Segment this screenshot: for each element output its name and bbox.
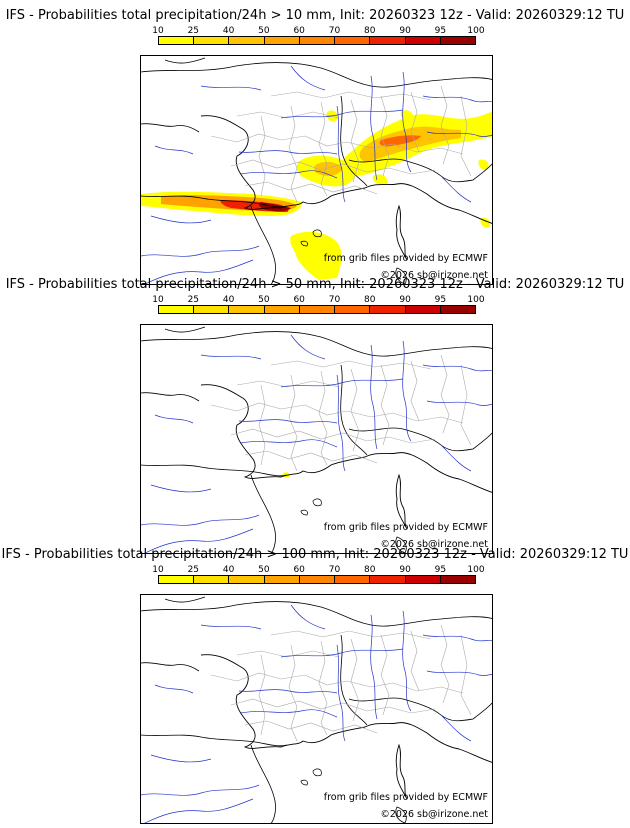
colorbar-tick: 50 [258, 26, 270, 36]
colorbar-tick: 40 [222, 565, 235, 575]
copyright-credit: ©2026 sb@irizone.net [380, 270, 488, 281]
colorbar-segment [370, 306, 406, 313]
colorbar-tick: 100 [467, 26, 485, 36]
colorbar-segment [370, 37, 406, 44]
colorbar-labels: 10 25 40 50 60 70 80 90 95 100 [152, 295, 484, 305]
colorbar-tick: 10 [152, 565, 164, 575]
source-credit: from grib files provided by ECMWF [323, 792, 488, 803]
colorbar-labels: 10 25 40 50 60 70 80 90 95 100 [152, 26, 484, 36]
colorbar-tick: 40 [222, 26, 235, 36]
colorbar-tick: 50 [258, 295, 270, 305]
basemap [141, 596, 492, 823]
colorbar [158, 305, 476, 314]
colorbar-segment [264, 576, 300, 583]
forecast-panel-50mm: IFS - Probabilities total precipitation/… [0, 277, 630, 554]
colorbar-segment [229, 576, 265, 583]
colorbar-tick: 90 [399, 26, 411, 36]
colorbar-tick: 40 [222, 295, 235, 305]
colorbar-tick: 80 [364, 565, 376, 575]
colorbar-tick: 70 [328, 565, 341, 575]
colorbar-segment [229, 306, 265, 313]
colorbar-tick: 10 [152, 26, 164, 36]
colorbar-segment [194, 37, 230, 44]
colorbar-segment [229, 37, 265, 44]
colorbar-tick: 90 [399, 295, 411, 305]
colorbar-segment [264, 37, 300, 44]
colorbar-segment [159, 306, 195, 313]
colorbar-tick: 80 [364, 26, 376, 36]
colorbar-tick: 60 [293, 26, 305, 36]
copyright-credit: ©2026 sb@irizone.net [380, 809, 488, 820]
colorbar-tick: 60 [293, 565, 305, 575]
colorbar-tick: 25 [187, 295, 200, 305]
colorbar-tick: 90 [399, 565, 411, 575]
colorbar-segment [405, 37, 441, 44]
colorbar-segment [370, 576, 406, 583]
colorbar-segment [159, 37, 195, 44]
colorbar-segment [440, 37, 475, 44]
map-frame: from grib files provided by ECMWF ©2026 … [140, 594, 493, 824]
colorbar-tick: 100 [467, 295, 485, 305]
colorbar-segment [299, 306, 336, 313]
colorbar-segment [299, 576, 336, 583]
colorbar-segment [440, 306, 475, 313]
colorbar-labels: 10 25 40 50 60 70 80 90 95 100 [152, 565, 484, 575]
panel-title: IFS - Probabilities total precipitation/… [5, 8, 625, 23]
forecast-panel-10mm: IFS - Probabilities total precipitation/… [0, 8, 630, 285]
colorbar-segment [159, 576, 195, 583]
colorbar-segment [335, 306, 371, 313]
colorbar-tick: 70 [328, 26, 341, 36]
colorbar-segment [335, 576, 371, 583]
colorbar-tick: 95 [434, 565, 447, 575]
colorbar-tick: 95 [434, 295, 447, 305]
colorbar-tick: 50 [258, 565, 270, 575]
basemap [141, 326, 492, 553]
panel-title: IFS - Probabilities total precipitation/… [1, 547, 629, 562]
colorbar-tick: 80 [364, 295, 376, 305]
colorbar-segment [299, 37, 336, 44]
colorbar-tick: 10 [152, 295, 164, 305]
copyright-credit: ©2026 sb@irizone.net [380, 539, 488, 550]
forecast-panel-100mm: IFS - Probabilities total precipitation/… [0, 547, 630, 824]
colorbar-segment [194, 306, 230, 313]
colorbar [158, 575, 476, 584]
colorbar-tick: 60 [293, 295, 305, 305]
colorbar [158, 36, 476, 45]
colorbar-segment [194, 576, 230, 583]
colorbar-tick: 70 [328, 295, 341, 305]
map-frame: from grib files provided by ECMWF ©2026 … [140, 55, 493, 285]
colorbar-tick: 100 [467, 565, 485, 575]
colorbar-segment [264, 306, 300, 313]
colorbar-tick: 25 [187, 565, 200, 575]
source-credit: from grib files provided by ECMWF [323, 253, 488, 264]
colorbar-tick: 25 [187, 26, 200, 36]
source-credit: from grib files provided by ECMWF [323, 522, 488, 533]
colorbar-tick: 95 [434, 26, 447, 36]
map-svg [141, 596, 492, 823]
map-frame: from grib files provided by ECMWF ©2026 … [140, 324, 493, 554]
panel-title: IFS - Probabilities total precipitation/… [5, 277, 625, 292]
colorbar-segment [440, 576, 475, 583]
colorbar-segment [405, 576, 441, 583]
colorbar-segment [335, 37, 371, 44]
precip-shading [141, 110, 492, 280]
map-svg [141, 57, 492, 284]
map-svg [141, 326, 492, 553]
colorbar-segment [405, 306, 441, 313]
